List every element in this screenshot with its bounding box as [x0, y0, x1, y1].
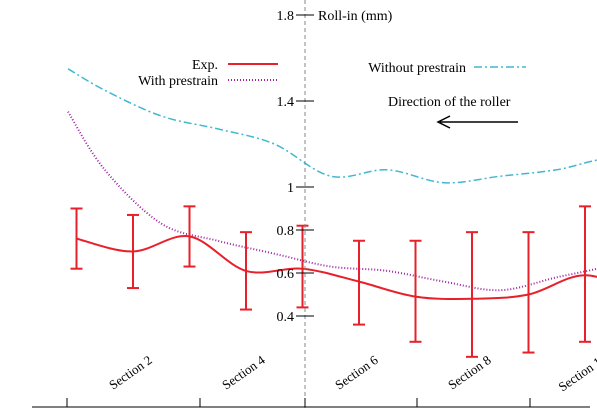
direction-arrow	[436, 115, 518, 129]
error-bar	[183, 205, 196, 268]
error-bar	[353, 239, 365, 326]
y-tick-label: 1	[287, 181, 294, 196]
y-tick-label: 0.8	[277, 224, 295, 239]
error-bar	[522, 231, 535, 354]
error-bar	[409, 239, 422, 343]
x-category-label: Section 10	[555, 350, 597, 394]
errorbar-layer	[70, 205, 591, 358]
direction-annotation: Direction of the roller	[388, 95, 511, 110]
error-bar	[466, 231, 478, 358]
error-bar	[296, 224, 309, 309]
x-category-label: Section 6	[332, 352, 381, 393]
y-tick-label: 0.6	[277, 267, 295, 282]
x-category-label: Section 4	[219, 352, 268, 393]
y-tick-label: 1.4	[277, 95, 295, 110]
y-axis-label: Roll-in (mm)	[318, 9, 393, 24]
y-tick-label: 0.4	[277, 310, 295, 325]
x-axis: Section 2 Section 4 Section 6 Section 8 Sect…	[32, 350, 597, 408]
legend-label-exp: Exp.	[192, 58, 218, 73]
error-bar	[70, 207, 83, 270]
y-ticks: 0.4 0.6 0.8 1 1.4 1.8	[277, 9, 314, 325]
legend-label-with-prestrain: With prestrain	[138, 74, 218, 89]
series-line-exp	[76, 235, 597, 301]
x-category-label: Section 2	[106, 352, 155, 392]
y-tick-label: 1.8	[277, 9, 295, 24]
error-bar	[240, 231, 252, 311]
legend-label-without-prestrain: Without prestrain	[368, 61, 466, 76]
error-bar	[579, 205, 591, 343]
series-layer	[67, 68, 597, 301]
series-line-with-prestrain	[67, 111, 597, 292]
error-bar	[127, 213, 139, 290]
legend: Exp. With prestrain Without prestrain	[138, 58, 526, 89]
x-category-label: Section 8	[445, 352, 494, 392]
series-line-without-prestrain	[67, 68, 597, 184]
